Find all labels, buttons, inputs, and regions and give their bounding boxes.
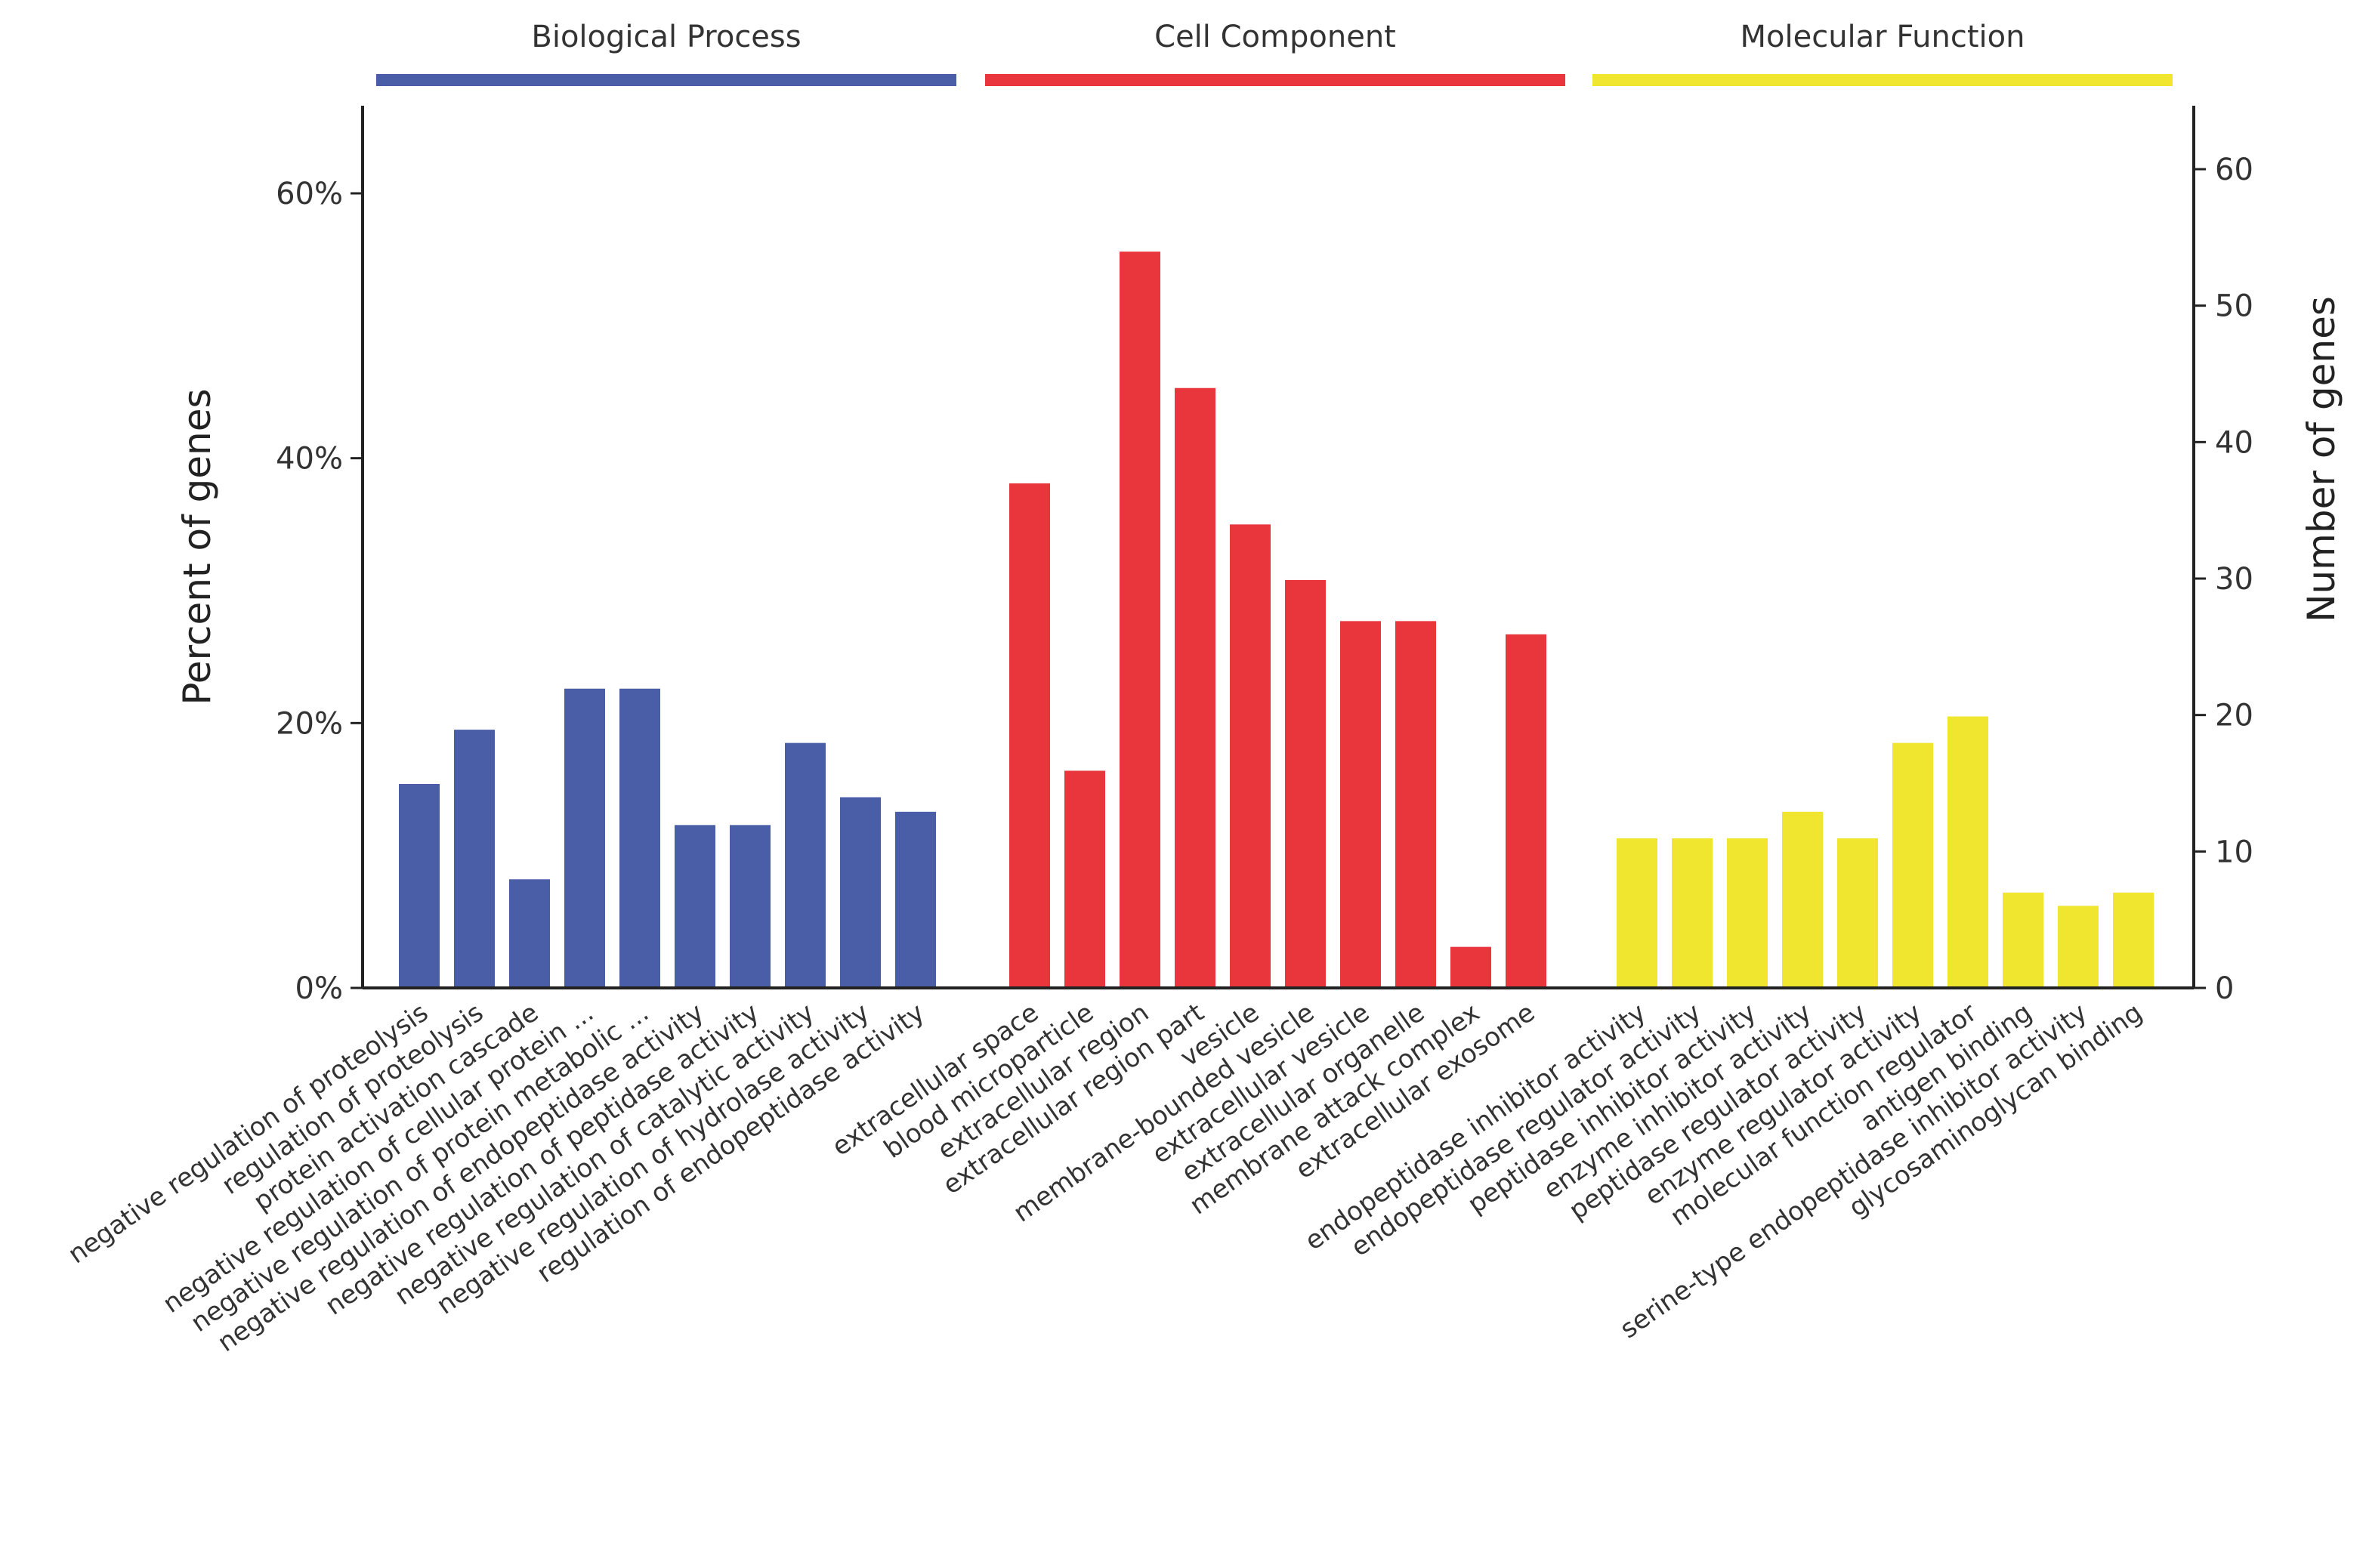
y2-tick-label: 60	[2215, 153, 2253, 187]
group-bar-biological-process	[376, 74, 956, 86]
y-tick-label: 20%	[276, 706, 343, 741]
bar-biological-process-6	[675, 825, 715, 988]
bar-cell-component-2	[1064, 770, 1105, 988]
bar-molecular-function-3	[1727, 838, 1768, 988]
bar-cell-component-8	[1395, 621, 1436, 988]
bar-biological-process-2	[454, 730, 495, 988]
bar-biological-process-5	[619, 688, 660, 988]
bar-cell-component-5	[1230, 524, 1271, 988]
y-tick-label: 60%	[276, 177, 343, 211]
category-labels: negative regulation of proteolysisregula…	[63, 998, 2148, 1359]
bar-biological-process-1	[399, 783, 440, 988]
bar-biological-process-10	[895, 811, 936, 988]
y2-tick-label: 30	[2215, 562, 2253, 597]
y2-tick-label: 0	[2215, 971, 2234, 1006]
bar-biological-process-7	[730, 825, 771, 988]
group-bar-molecular-function	[1592, 74, 2173, 86]
group-headers: Biological Process Cell Component Molecula…	[376, 20, 2173, 86]
bar-biological-process-4	[564, 688, 605, 988]
group-title-biological-process: Biological Process	[531, 20, 801, 54]
bar-biological-process-9	[840, 797, 881, 988]
bar-biological-process-3	[509, 879, 550, 988]
bar-molecular-function-1	[1617, 838, 1657, 988]
bar-cell-component-3	[1120, 252, 1160, 988]
group-title-molecular-function: Molecular Function	[1741, 20, 2025, 54]
y2-tick-label: 20	[2215, 699, 2253, 733]
bar-cell-component-7	[1340, 621, 1381, 988]
bar-molecular-function-7	[1947, 716, 1988, 988]
y2-axis-title: Number of genes	[2300, 296, 2343, 622]
bar-molecular-function-10	[2113, 892, 2154, 988]
bar-molecular-function-6	[1892, 742, 1933, 988]
bar-molecular-function-4	[1782, 811, 1823, 988]
y-tick-label: 40%	[276, 442, 343, 477]
group-title-cell-component: Cell Component	[1154, 20, 1396, 54]
bar-cell-component-9	[1450, 946, 1491, 988]
group-bar-cell-component	[985, 74, 1565, 86]
bar-molecular-function-9	[2058, 906, 2099, 988]
bar-cell-component-10	[1506, 634, 1546, 988]
y2-tick-label: 10	[2215, 835, 2253, 869]
y2-tick-label: 40	[2215, 425, 2253, 460]
bar-biological-process-8	[785, 742, 826, 988]
bars	[399, 252, 2154, 988]
bar-cell-component-4	[1175, 387, 1215, 988]
axes: 0% 20% 40% 60% 0 10 20 30 40 50 60	[276, 106, 2253, 1006]
y-axis-title: Percent of genes	[175, 388, 219, 705]
bar-cell-component-1	[1009, 483, 1050, 988]
y-tick-label: 0%	[295, 971, 343, 1006]
bar-molecular-function-8	[2003, 892, 2043, 988]
bar-cell-component-6	[1285, 579, 1326, 988]
bar-molecular-function-2	[1672, 838, 1713, 988]
bar-molecular-function-5	[1837, 838, 1878, 988]
y2-tick-label: 50	[2215, 289, 2253, 324]
